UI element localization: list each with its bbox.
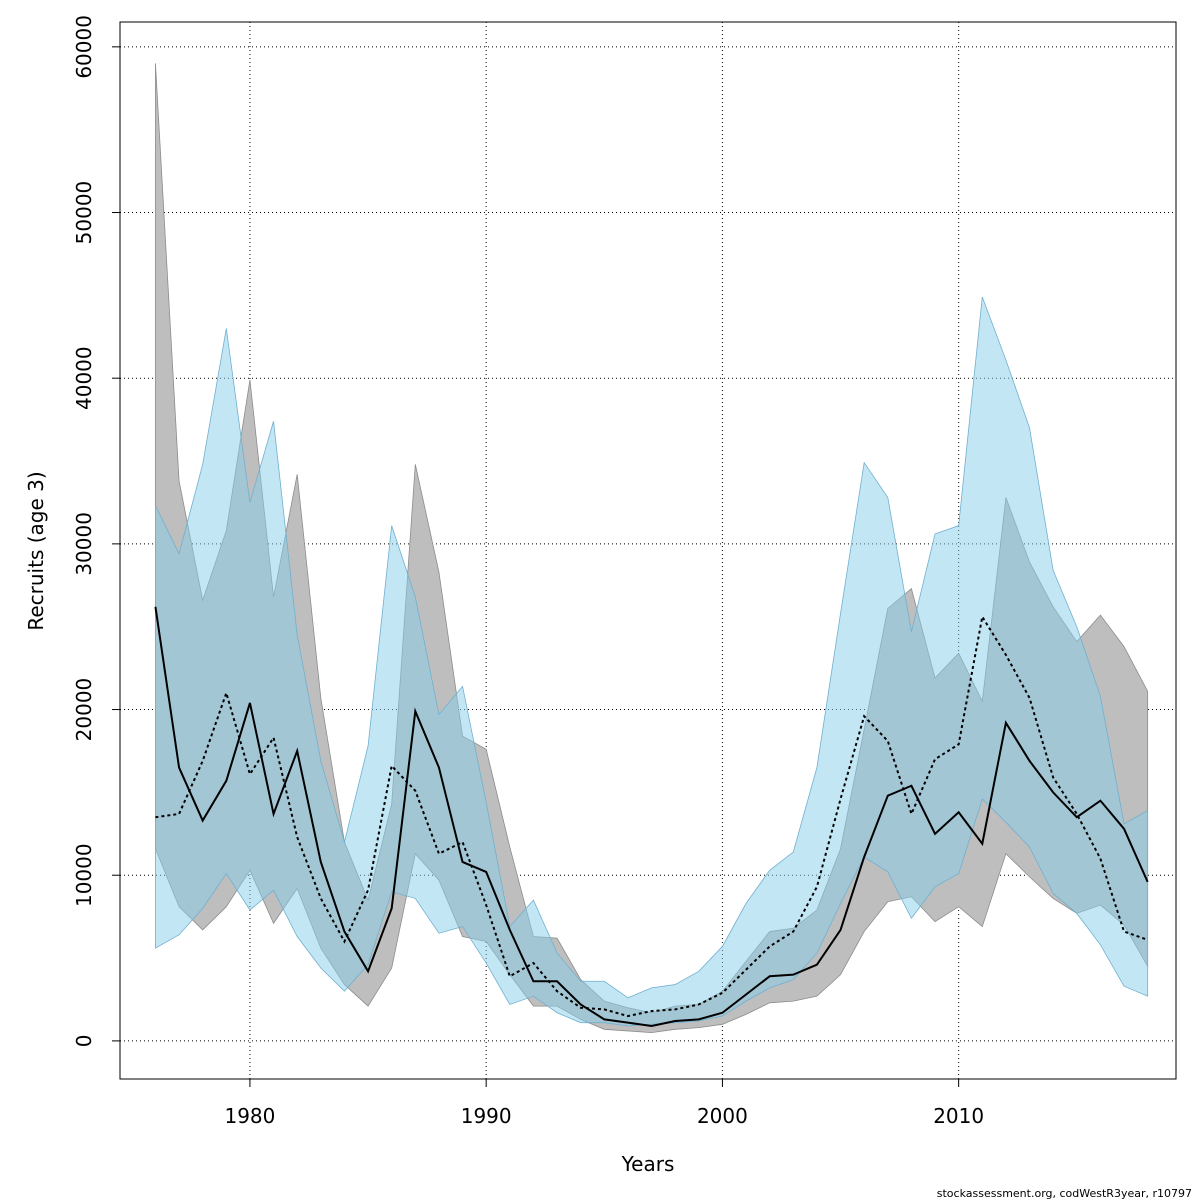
y-tick-label: 20000 — [72, 678, 96, 742]
series-line-1 — [154, 606, 1149, 1027]
footer-credit: stockassessment.org, codWestR3year, r107… — [937, 1187, 1192, 1200]
estimate-lines — [154, 606, 1149, 1027]
y-tick-label: 30000 — [72, 512, 96, 576]
x-tick-label: 2000 — [697, 1104, 748, 1128]
confidence-bands — [155, 63, 1149, 1034]
y-tick-label: 10000 — [72, 843, 96, 907]
confidence-band-2 — [155, 296, 1149, 1027]
y-tick-label: 0 — [72, 1035, 96, 1048]
x-axis: 1980 1990 2000 2010 — [224, 1078, 984, 1128]
x-tick-label: 1980 — [224, 1104, 275, 1128]
y-axis-title: Recruits (age 3) — [24, 471, 48, 630]
x-axis-title: Years — [621, 1152, 675, 1176]
y-tick-label: 50000 — [72, 181, 96, 245]
series-line-2 — [155, 614, 1148, 1018]
y-tick-label: 40000 — [72, 346, 96, 410]
y-axis: 0 10000 20000 30000 40000 50000 60000 — [72, 15, 121, 1048]
y-tick-label: 60000 — [72, 15, 96, 79]
x-tick-label: 2010 — [933, 1104, 984, 1128]
x-tick-label: 1990 — [461, 1104, 512, 1128]
